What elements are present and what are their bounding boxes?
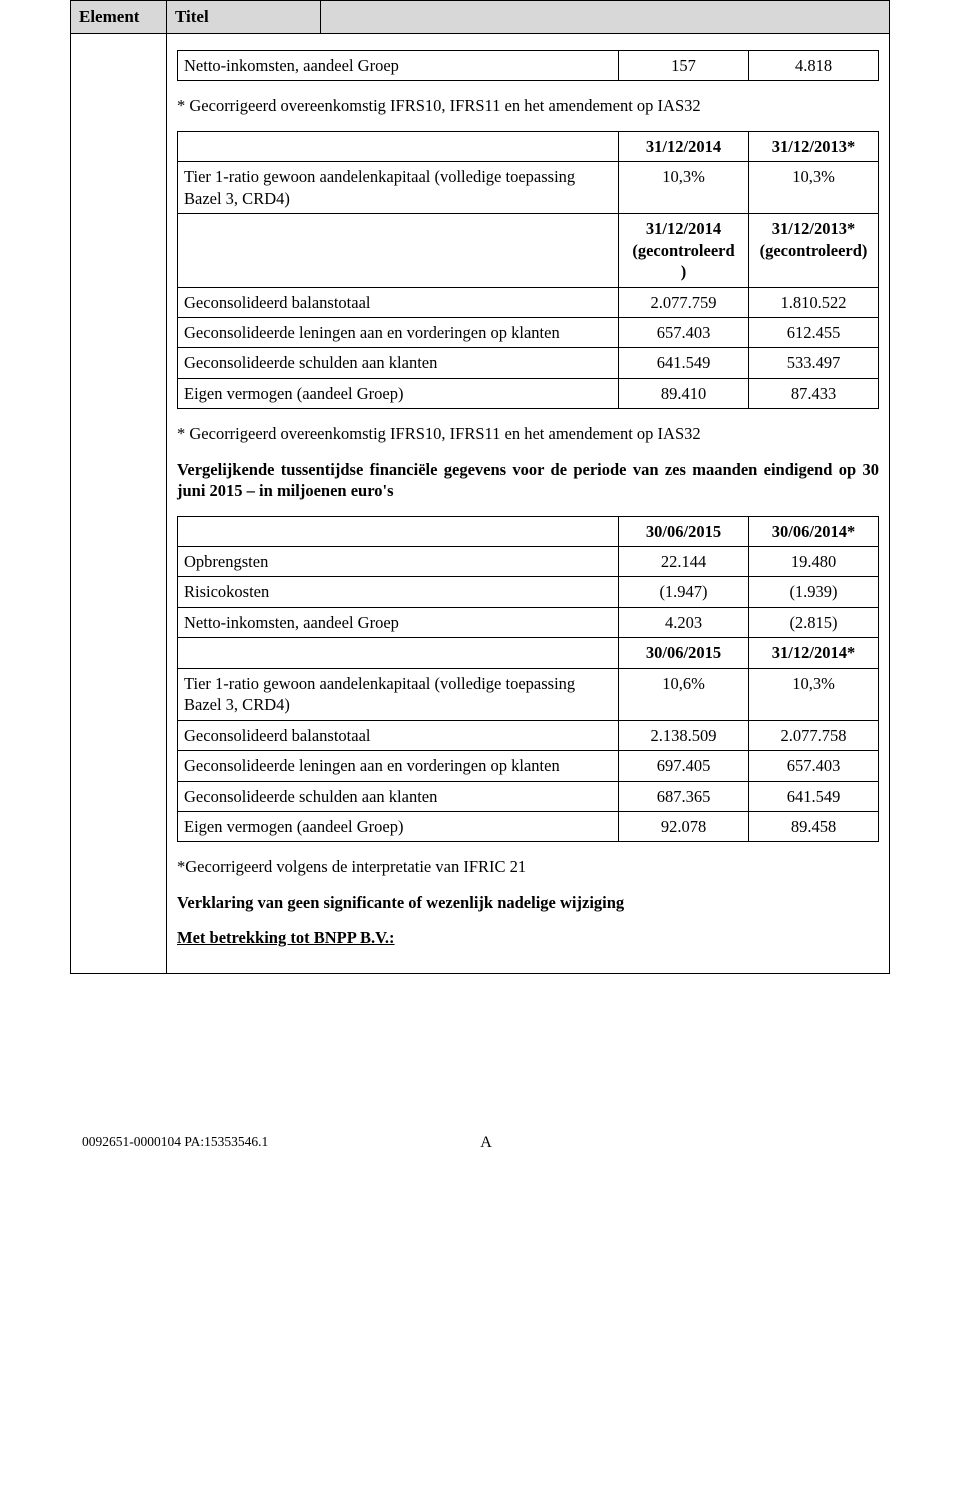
cell-header-line: 31/12/2014: [646, 219, 721, 238]
cell-label: Opbrengsten: [178, 547, 619, 577]
cell-value: 2.138.509: [619, 720, 749, 750]
table-row: Tier 1-ratio gewoon aandelenkapitaal (vo…: [178, 162, 879, 214]
cell-value: 533.497: [749, 348, 879, 378]
cell-header: 31/12/2013* (gecontroleerd): [749, 214, 879, 287]
cell-value: 697.405: [619, 751, 749, 781]
cell-value: 641.549: [619, 348, 749, 378]
table-row: Opbrengsten 22.144 19.480: [178, 547, 879, 577]
cell-label: Geconsolideerd balanstotaal: [178, 720, 619, 750]
cell-header-line: (gecontroleerd): [760, 241, 868, 260]
interim-heading: Vergelijkende tussentijdse financiële ge…: [177, 459, 879, 502]
table-row: Eigen vermogen (aandeel Groep) 89.410 87…: [178, 378, 879, 408]
cell-label: Tier 1-ratio gewoon aandelenkapitaal (vo…: [178, 668, 619, 720]
cell-value: 10,3%: [749, 162, 879, 214]
cell-header: 30/06/2015: [619, 516, 749, 546]
table-row: Geconsolideerd balanstotaal 2.077.759 1.…: [178, 287, 879, 317]
cell-value: 89.458: [749, 811, 879, 841]
cell-value: 687.365: [619, 781, 749, 811]
cell-label: Eigen vermogen (aandeel Groep): [178, 811, 619, 841]
table-row: 31/12/2014 31/12/2013*: [178, 131, 879, 161]
cell-empty: [178, 516, 619, 546]
cell-value: 657.403: [619, 317, 749, 347]
cell-empty: [178, 131, 619, 161]
page: Element Titel Netto-inkomsten, aandeel G…: [0, 0, 960, 1192]
table-row: Tier 1-ratio gewoon aandelenkapitaal (vo…: [178, 668, 879, 720]
footer-ref: 0092651-0000104 PA:15353546.1: [82, 1134, 268, 1149]
cell-label: Eigen vermogen (aandeel Groep): [178, 378, 619, 408]
cell-header: 31/12/2014*: [749, 638, 879, 668]
table-row: Netto-inkomsten, aandeel Groep 4.203 (2.…: [178, 607, 879, 637]
cell-header: 31/12/2013*: [749, 131, 879, 161]
cell-header: 31/12/2014: [619, 131, 749, 161]
cell-value: 19.480: [749, 547, 879, 577]
outer-table: Element Titel Netto-inkomsten, aandeel G…: [70, 0, 890, 974]
cell-value: 10,3%: [619, 162, 749, 214]
cell-value: 4.818: [749, 51, 879, 81]
table-row: Geconsolideerd balanstotaal 2.138.509 2.…: [178, 720, 879, 750]
cell-value: 657.403: [749, 751, 879, 781]
table-row: Geconsolideerde leningen aan en vorderin…: [178, 751, 879, 781]
table-row: Geconsolideerde leningen aan en vorderin…: [178, 317, 879, 347]
table-row: Netto-inkomsten, aandeel Groep 157 4.818: [178, 51, 879, 81]
table-1: Netto-inkomsten, aandeel Groep 157 4.818: [177, 50, 879, 81]
cell-value: (1.939): [749, 577, 879, 607]
footnote-3: *Gecorrigeerd volgens de interpretatie v…: [177, 856, 879, 877]
cell-value: 87.433: [749, 378, 879, 408]
table-row: Geconsolideerde schulden aan klanten 687…: [178, 781, 879, 811]
declaration-heading: Verklaring van geen significante of weze…: [177, 892, 879, 913]
cell-value: 2.077.758: [749, 720, 879, 750]
cell-header: 30/06/2014*: [749, 516, 879, 546]
header-titel: Titel: [167, 1, 321, 34]
cell-value: 92.078: [619, 811, 749, 841]
cell-label: Geconsolideerde leningen aan en vorderin…: [178, 751, 619, 781]
cell-label: Geconsolideerd balanstotaal: [178, 287, 619, 317]
cell-value: 10,3%: [749, 668, 879, 720]
table-row: Risicokosten (1.947) (1.939): [178, 577, 879, 607]
header-empty: [321, 1, 890, 34]
cell-value: 612.455: [749, 317, 879, 347]
cell-header-line: (gecontroleerd: [632, 241, 734, 260]
cell-value: 89.410: [619, 378, 749, 408]
cell-label: Geconsolideerde schulden aan klanten: [178, 348, 619, 378]
cell-value: 641.549: [749, 781, 879, 811]
cell-label: Netto-inkomsten, aandeel Groep: [178, 51, 619, 81]
table-row: Geconsolideerde schulden aan klanten 641…: [178, 348, 879, 378]
cell-header-line: ): [681, 262, 687, 281]
cell-value: 1.810.522: [749, 287, 879, 317]
table-row: 30/06/2015 30/06/2014*: [178, 516, 879, 546]
cell-value: 22.144: [619, 547, 749, 577]
cell-label: Netto-inkomsten, aandeel Groep: [178, 607, 619, 637]
table-row: 30/06/2015 31/12/2014*: [178, 638, 879, 668]
cell-value: 2.077.759: [619, 287, 749, 317]
content-cell: Netto-inkomsten, aandeel Groep 157 4.818…: [167, 34, 890, 974]
cell-value: (2.815): [749, 607, 879, 637]
cell-header-line: 31/12/2013*: [772, 219, 855, 238]
footnote-2: * Gecorrigeerd overeenkomstig IFRS10, IF…: [177, 423, 879, 444]
cell-value: 157: [619, 51, 749, 81]
table-2: 31/12/2014 31/12/2013* Tier 1-ratio gewo…: [177, 131, 879, 409]
element-cell: [71, 34, 167, 974]
page-footer: 0092651-0000104 PA:15353546.1 A: [70, 1134, 890, 1152]
table-3: 30/06/2015 30/06/2014* Opbrengsten 22.14…: [177, 516, 879, 843]
cell-value: (1.947): [619, 577, 749, 607]
table-row: 31/12/2014 (gecontroleerd ) 31/12/2013* …: [178, 214, 879, 287]
cell-empty: [178, 638, 619, 668]
table-row: Eigen vermogen (aandeel Groep) 92.078 89…: [178, 811, 879, 841]
cell-value: 10,6%: [619, 668, 749, 720]
table-header-row: Element Titel: [71, 1, 890, 34]
cell-label: Geconsolideerde schulden aan klanten: [178, 781, 619, 811]
cell-label: Tier 1-ratio gewoon aandelenkapitaal (vo…: [178, 162, 619, 214]
footnote-1: * Gecorrigeerd overeenkomstig IFRS10, IF…: [177, 95, 879, 116]
header-element: Element: [71, 1, 167, 34]
subject-heading: Met betrekking tot BNPP B.V.:: [177, 927, 879, 948]
cell-value: 4.203: [619, 607, 749, 637]
content-row: Netto-inkomsten, aandeel Groep 157 4.818…: [71, 34, 890, 974]
cell-label: Risicokosten: [178, 577, 619, 607]
cell-header: 31/12/2014 (gecontroleerd ): [619, 214, 749, 287]
cell-header: 30/06/2015: [619, 638, 749, 668]
cell-empty: [178, 214, 619, 287]
cell-label: Geconsolideerde leningen aan en vorderin…: [178, 317, 619, 347]
